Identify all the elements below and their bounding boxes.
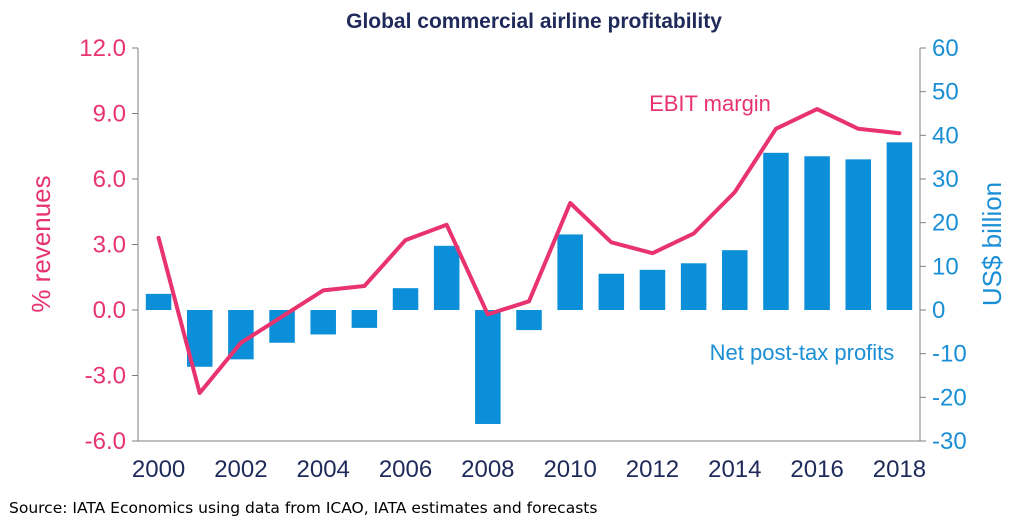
y-axis-label-right: US$ billion: [977, 182, 1007, 306]
right-tick-label: 10: [932, 253, 959, 280]
right-tick-label: -10: [932, 341, 967, 368]
annotation-ebit-margin: EBIT margin: [649, 91, 771, 116]
x-tick-label: 2000: [132, 456, 185, 483]
x-tick-label: 2012: [626, 456, 679, 483]
bar-2015: [763, 152, 789, 310]
annotation-net-profits: Net post-tax profits: [710, 340, 895, 365]
bar-2009: [516, 310, 542, 331]
bar-2004: [310, 310, 336, 335]
x-tick-label: 2010: [543, 456, 596, 483]
bar-2016: [804, 156, 830, 310]
left-tick-label: 3.0: [93, 232, 126, 259]
bar-series-net-profits: [145, 142, 913, 424]
right-tick-label: 20: [932, 210, 959, 237]
x-tick-label: 2014: [708, 456, 761, 483]
right-tick-label: -30: [932, 428, 967, 455]
x-tick-label: 2006: [379, 456, 432, 483]
bar-2007: [433, 245, 460, 310]
x-tick-label: 2004: [297, 456, 350, 483]
source-note: Source: IATA Economics using data from I…: [9, 499, 597, 517]
right-tick-label: 50: [932, 79, 959, 106]
x-tick-label: 2018: [873, 456, 926, 483]
right-tick-label: 40: [932, 122, 959, 149]
left-tick-label: 6.0: [93, 166, 126, 193]
x-tick-label: 2016: [790, 456, 843, 483]
bar-2018: [886, 142, 913, 310]
bar-2010: [557, 234, 583, 310]
bar-2013: [680, 263, 707, 310]
axes: [132, 47, 926, 442]
tick-labels: 12.09.06.03.00.0-3.0-6.06050403020100-10…: [79, 35, 966, 483]
bar-2011: [598, 273, 625, 310]
bar-2000: [145, 293, 172, 310]
bar-2014: [722, 250, 748, 310]
right-tick-label: 30: [932, 166, 959, 193]
x-tick-label: 2008: [461, 456, 514, 483]
line-series-ebit-margin: [156, 107, 902, 395]
bar-2012: [639, 269, 666, 310]
bar-2006: [392, 288, 419, 310]
left-tick-label: 9.0: [93, 101, 126, 128]
right-tick-label: 60: [932, 35, 959, 62]
bar-2017: [845, 159, 872, 310]
y-axis-label-left: % revenues: [26, 175, 56, 312]
bar-2008: [475, 310, 501, 424]
left-tick-label: -6.0: [85, 428, 126, 455]
left-tick-label: -3.0: [85, 363, 126, 390]
x-tick-label: 2002: [214, 456, 267, 483]
left-tick-label: 12.0: [79, 35, 126, 62]
right-tick-label: 0: [932, 297, 945, 324]
chart-title: Global commercial airline profitability: [346, 10, 722, 33]
right-tick-label: -20: [932, 384, 967, 411]
bar-2005: [351, 310, 378, 328]
left-tick-label: 0.0: [93, 297, 126, 324]
